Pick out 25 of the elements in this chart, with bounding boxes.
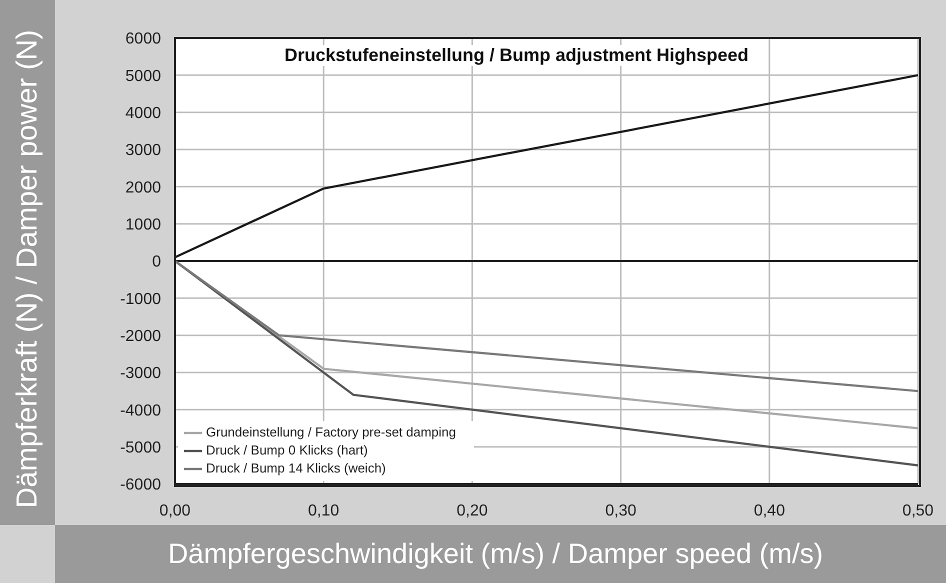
legend-label: Druck / Bump 0 Klicks (hart) <box>206 442 368 458</box>
x-axis-title: Dämpfergeschwindigkeit (m/s) / Damper speed (m/s) <box>168 538 824 570</box>
x-tick-label: 0,00 <box>159 502 191 520</box>
x-tick-label: 0,40 <box>754 502 786 520</box>
y-tick-label: 4000 <box>125 105 162 122</box>
y-axis-title: Dämpferkraft (N) / Damper power (N) <box>11 29 43 508</box>
y-tick-label: 6000 <box>125 30 162 48</box>
legend-label: Druck / Bump 14 Klicks (weich) <box>206 460 386 476</box>
y-tick-label: -1000 <box>120 290 162 308</box>
y-tick-label: -6000 <box>120 476 162 494</box>
y-tick-label: 5000 <box>125 68 162 85</box>
y-tick-label: 3000 <box>125 142 162 160</box>
legend-label: Grundeinstellung / Factory pre-set damping <box>206 424 456 440</box>
x-tick-label: 0,30 <box>605 502 636 520</box>
chart-title: Druckstufeneinstellung / Bump adjustment Highspeed <box>284 45 749 65</box>
y-tick-label: -4000 <box>120 402 162 420</box>
x-tick-label: 0,50 <box>902 502 934 520</box>
y-tick-label: -3000 <box>120 365 162 382</box>
y-tick-label: -5000 <box>120 440 162 457</box>
y-tick-label: 0 <box>152 254 162 271</box>
x-tick-label: 0,20 <box>456 502 488 520</box>
y-tick-label: 1000 <box>125 216 162 234</box>
y-tick-label: -2000 <box>120 328 162 346</box>
y-tick-label: 2000 <box>125 179 162 196</box>
x-tick-label: 0,10 <box>308 502 340 520</box>
